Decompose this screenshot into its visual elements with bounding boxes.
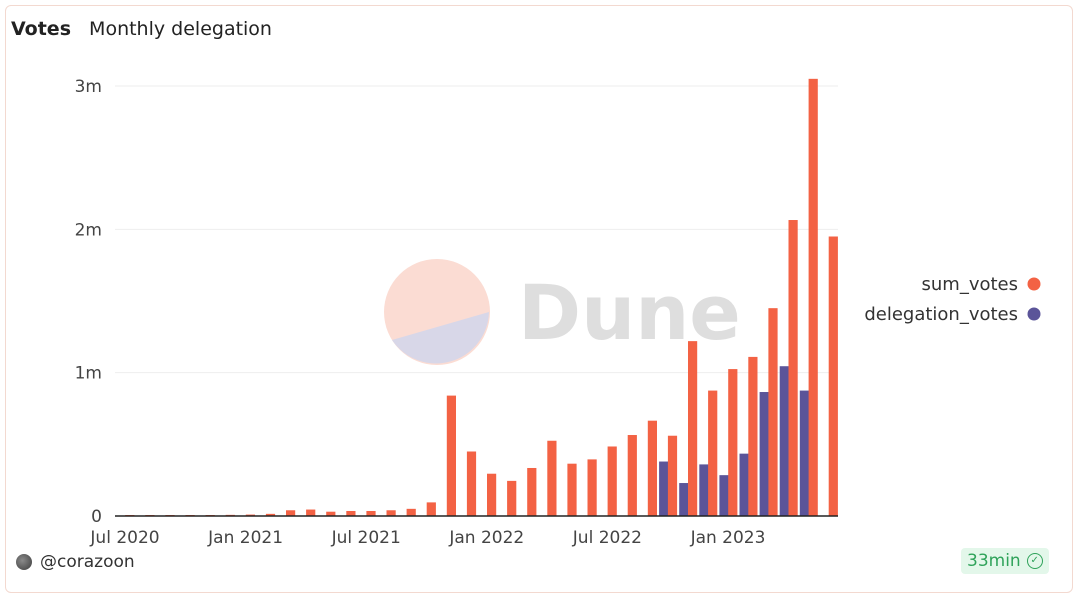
legend-label: sum_votes (922, 274, 1019, 295)
bar-sum-votes[interactable] (808, 78, 818, 516)
bar-sum-votes[interactable] (728, 369, 738, 516)
bar-sum-votes[interactable] (446, 395, 456, 516)
bar-delegation-votes[interactable] (659, 461, 669, 516)
author-name: @corazoon (40, 552, 135, 572)
x-axis: Jul 2020 Jan 2021 Jul 2021 Jan 2022 Jul 2022… (89, 528, 765, 548)
x-tick-label: Jul 2022 (572, 528, 642, 548)
chart-header: Votes Monthly delegation (11, 18, 272, 40)
bar-sum-votes[interactable] (346, 510, 356, 516)
bar-sum-votes[interactable] (507, 480, 517, 516)
bar-sum-votes[interactable] (788, 220, 798, 516)
avatar (16, 554, 32, 570)
bar-sum-votes[interactable] (286, 510, 296, 516)
bar-delegation-votes[interactable] (759, 392, 769, 516)
x-tick-label: Jan 2022 (448, 528, 524, 548)
bars (125, 78, 838, 517)
bar-sum-votes[interactable] (627, 435, 637, 516)
chart-card (5, 5, 1073, 593)
legend-marker (1027, 277, 1041, 291)
bar-sum-votes[interactable] (406, 508, 416, 516)
legend-item-sum-votes[interactable]: sum_votes (922, 274, 1041, 295)
author[interactable]: @corazoon (16, 552, 135, 572)
chart-title: Votes (11, 18, 71, 40)
bar-sum-votes[interactable] (708, 390, 718, 516)
bar-sum-votes[interactable] (265, 513, 276, 516)
bar-sum-votes[interactable] (828, 236, 838, 517)
bar-sum-votes[interactable] (366, 510, 376, 516)
bar-sum-votes[interactable] (547, 440, 557, 516)
bar-sum-votes[interactable] (607, 446, 617, 516)
bar-sum-votes[interactable] (527, 467, 537, 516)
legend-item-delegation-votes[interactable]: delegation_votes (864, 304, 1041, 325)
y-tick-label: 2m (75, 220, 102, 240)
legend-label: delegation_votes (864, 304, 1018, 325)
chart-subtitle: Monthly delegation (89, 18, 272, 40)
x-tick-label: Jul 2021 (331, 528, 401, 548)
x-tick-label: Jan 2023 (690, 528, 766, 548)
bar-delegation-votes[interactable] (719, 475, 729, 516)
y-tick-label: 3m (75, 77, 102, 97)
bar-sum-votes[interactable] (487, 473, 497, 516)
bar-sum-votes[interactable] (567, 463, 577, 516)
bar-sum-votes[interactable] (688, 341, 698, 516)
bar-sum-votes[interactable] (306, 509, 316, 516)
bar-sum-votes[interactable] (667, 435, 678, 516)
check-circle-icon: ✓ (1026, 553, 1043, 569)
bar-delegation-votes[interactable] (679, 483, 689, 516)
bar-sum-votes[interactable] (647, 420, 657, 516)
bar-delegation-votes[interactable] (699, 464, 709, 516)
bar-sum-votes[interactable] (326, 511, 336, 516)
bar-sum-votes[interactable] (386, 510, 396, 516)
refresh-badge[interactable]: 33min ✓ (961, 548, 1049, 574)
bar-delegation-votes[interactable] (739, 453, 749, 516)
legend: sum_votes delegation_votes (864, 274, 1041, 325)
x-tick-label: Jul 2020 (89, 528, 159, 548)
watermark-logo-lower-icon (392, 312, 489, 364)
bar-sum-votes[interactable] (466, 451, 477, 517)
watermark-text: Dune (518, 268, 741, 357)
refresh-time: 33min (967, 551, 1021, 571)
grid-lines (115, 85, 838, 374)
y-tick-label: 0 (91, 507, 102, 527)
y-axis: 0 1m 2m 3m (75, 77, 102, 527)
y-tick-label: 1m (75, 364, 102, 384)
x-tick-label: Jan 2021 (207, 528, 283, 548)
bar-sum-votes[interactable] (587, 459, 597, 516)
bar-sum-votes[interactable] (768, 308, 778, 516)
dune-watermark: Dune (384, 259, 741, 365)
legend-marker (1027, 307, 1041, 321)
bar-delegation-votes[interactable] (779, 366, 789, 516)
bar-sum-votes[interactable] (748, 356, 758, 516)
bar-sum-votes[interactable] (426, 502, 436, 516)
bar-delegation-votes[interactable] (799, 390, 809, 516)
